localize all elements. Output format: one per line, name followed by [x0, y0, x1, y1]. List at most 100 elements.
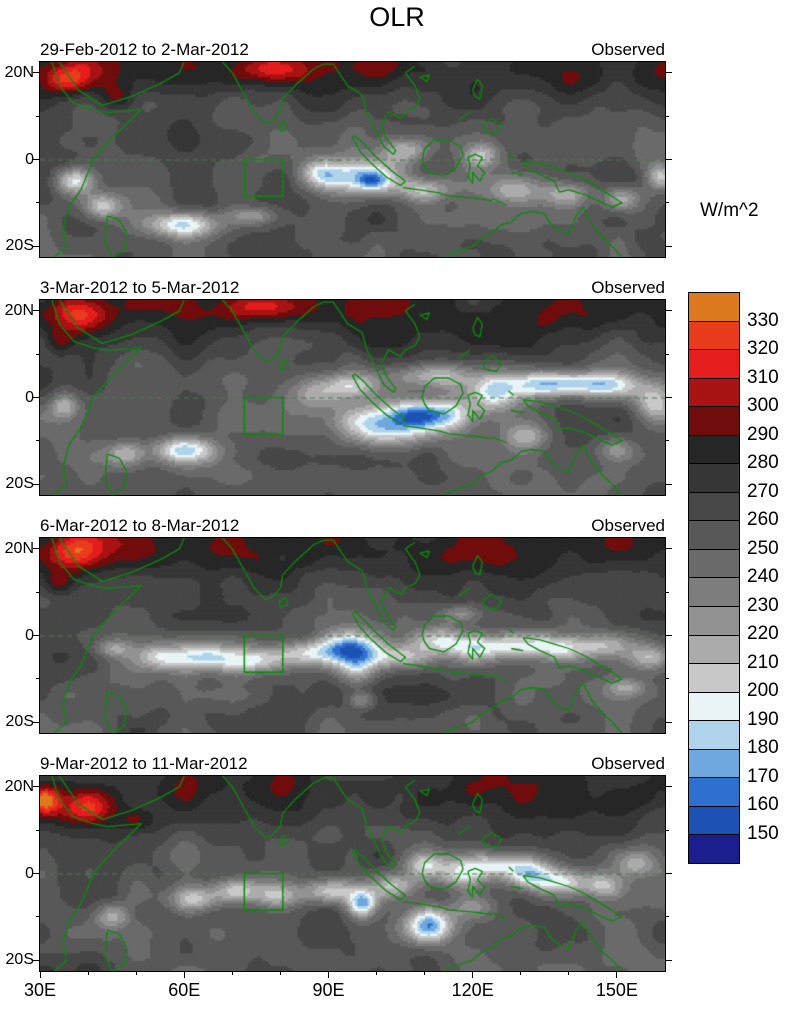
- colorbar-tick-label: 280: [747, 452, 779, 473]
- x-axis-minor-tick: [87, 971, 89, 975]
- y-axis-minor-tick: [665, 591, 669, 593]
- colorbar-cell: [689, 549, 739, 579]
- x-axis-minor-tick: [231, 971, 233, 975]
- y-axis-label: 0: [25, 150, 34, 168]
- x-axis-label: 120E: [451, 980, 494, 1000]
- x-axis-minor-tick: [568, 971, 570, 975]
- colorbar-cell: [689, 464, 739, 493]
- panel-4-source-label: Observed: [591, 754, 665, 773]
- y-axis-tick: [33, 72, 40, 74]
- y-axis-tick: [665, 483, 672, 485]
- panel-2-header: 3-Mar-2012 to 5-Mar-2012 Observed: [40, 276, 665, 298]
- colorbar-tick-label: 300: [747, 395, 779, 416]
- y-axis-tick: [665, 397, 672, 398]
- y-axis-tick: [33, 786, 40, 788]
- x-axis-minor-tick: [520, 971, 522, 975]
- colorbar-tick-label: 250: [747, 537, 779, 559]
- y-axis-tick: [33, 397, 40, 398]
- y-axis-minor-tick: [36, 678, 40, 680]
- x-axis-tick: [616, 971, 618, 978]
- colorbar-cell: [689, 350, 739, 379]
- colorbar-cell: [689, 692, 739, 722]
- colorbar-tick-label: 190: [747, 708, 779, 730]
- x-axis-label: 90E: [312, 980, 345, 1000]
- x-axis-label: 30E: [23, 980, 57, 1000]
- colorbar-tick-label: 310: [747, 366, 779, 388]
- x-axis-minor-tick: [279, 971, 281, 975]
- y-axis-label: 20N: [4, 63, 34, 81]
- colorbar-tick-label: 200: [747, 680, 779, 701]
- y-axis-minor-tick: [665, 916, 669, 918]
- y-axis-label: 20N: [4, 777, 34, 795]
- olr-map-canvas-3: [39, 537, 666, 734]
- panel-2-source-label: Observed: [591, 278, 665, 297]
- panel-1-header: 29-Feb-2012 to 2-Mar-2012 Observed: [40, 38, 665, 60]
- colorbar-cell: [689, 835, 739, 863]
- x-axis-minor-tick: [424, 971, 426, 975]
- y-axis-tick: [665, 873, 672, 874]
- y-axis-tick: [33, 721, 40, 723]
- colorbar-cell: [689, 749, 739, 779]
- y-axis-tick: [665, 548, 672, 550]
- colorbar-cell: [689, 321, 739, 351]
- y-axis-minor-tick: [665, 829, 669, 831]
- colorbar-tick-label: 210: [747, 651, 779, 673]
- figure-title: OLR: [369, 2, 425, 32]
- x-axis-tick: [39, 971, 41, 978]
- y-axis-tick: [665, 959, 672, 961]
- y-axis-minor-tick: [665, 353, 669, 355]
- colorbar-cell: [689, 607, 739, 636]
- y-axis-label: 20S: [5, 237, 34, 255]
- olr-map-canvas-2: [39, 299, 666, 496]
- y-axis-label: 20S: [5, 713, 34, 731]
- colorbar: [688, 292, 740, 864]
- colorbar-unit-label: W/m^2: [700, 200, 759, 221]
- y-axis-minor-tick: [665, 678, 669, 680]
- colorbar-tick-label: 270: [747, 480, 779, 502]
- colorbar-tick-label: 260: [747, 509, 779, 530]
- panel-4-map: 20N 0 20S: [5, 775, 672, 972]
- y-axis-tick: [665, 310, 672, 312]
- y-axis-tick: [33, 635, 40, 636]
- y-axis-tick: [665, 786, 672, 788]
- y-axis-label: 0: [25, 626, 34, 644]
- y-axis-minor-tick: [665, 115, 669, 117]
- colorbar-cell: [689, 806, 739, 836]
- colorbar-cell: [689, 721, 739, 750]
- panel-3-date-range: 6-Mar-2012 to 8-Mar-2012: [40, 516, 240, 535]
- y-axis-label: 20N: [4, 301, 34, 319]
- y-axis-label: 20S: [5, 475, 34, 493]
- panel-1-source-label: Observed: [591, 40, 665, 59]
- y-axis-minor-tick: [36, 916, 40, 918]
- y-axis-minor-tick: [36, 202, 40, 204]
- colorbar-cell: [689, 521, 739, 550]
- colorbar-cell: [689, 635, 739, 665]
- y-axis-tick: [33, 245, 40, 247]
- y-axis-minor-tick: [36, 115, 40, 117]
- y-axis-label: 20N: [4, 539, 34, 557]
- y-axis-tick: [665, 721, 672, 723]
- y-axis-tick: [33, 310, 40, 312]
- colorbar-tick-labels: 330 320 310 300 290 280 270 260 250 240 230 220 210 2…: [747, 292, 793, 862]
- colorbar-cell: [689, 664, 739, 693]
- x-axis-tick: [183, 971, 185, 978]
- colorbar-cell: [689, 435, 739, 465]
- panel-3-source-label: Observed: [591, 516, 665, 535]
- y-axis-tick: [665, 72, 672, 74]
- panel-3-map: 20N 0 20S: [5, 537, 672, 734]
- y-axis-minor-tick: [36, 353, 40, 355]
- y-axis-tick: [33, 959, 40, 961]
- y-axis-tick: [33, 159, 40, 160]
- panel-4-date-range: 9-Mar-2012 to 11-Mar-2012: [40, 754, 248, 773]
- x-axis-minor-tick: [376, 971, 378, 975]
- x-axis: 30E 60E 90E 120E 150E: [24, 971, 665, 1011]
- colorbar-tick-label: 150: [747, 822, 779, 844]
- colorbar-tick-label: 160: [747, 794, 779, 815]
- colorbar-tick-label: 330: [747, 309, 779, 331]
- y-axis-label: 20S: [5, 951, 34, 969]
- y-axis-minor-tick: [36, 829, 40, 831]
- x-axis-label: 60E: [168, 980, 201, 1000]
- y-axis-tick: [33, 483, 40, 485]
- x-axis-label: 150E: [595, 980, 638, 1000]
